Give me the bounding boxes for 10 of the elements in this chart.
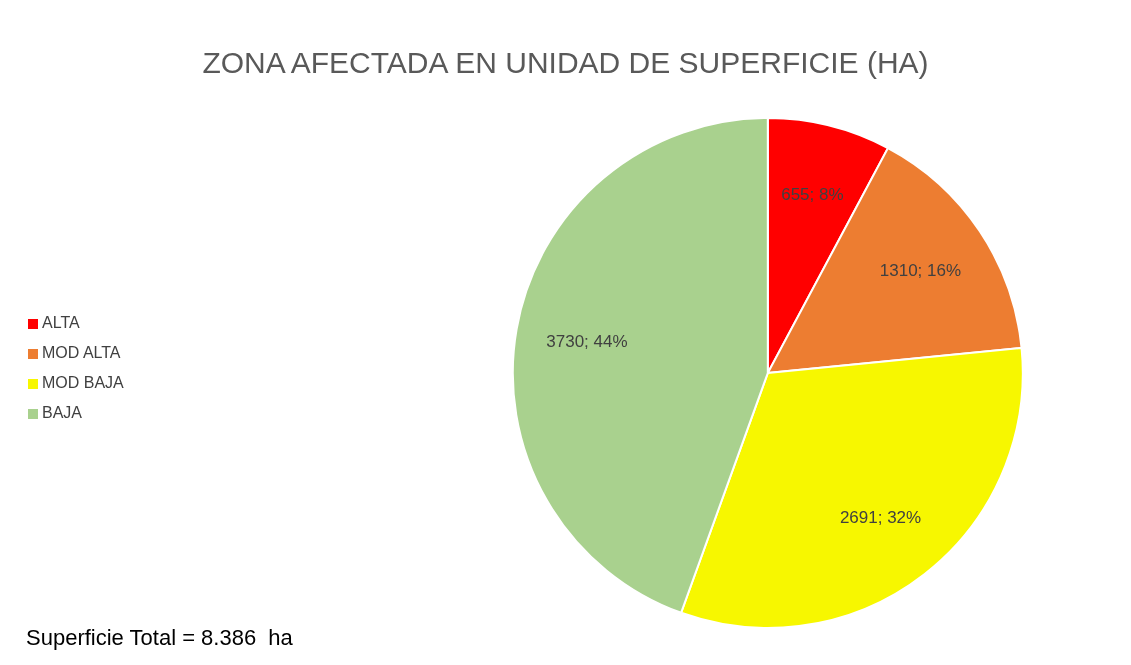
legend-label: MOD BAJA (42, 374, 124, 391)
data-label: 655; 8% (781, 185, 844, 205)
legend-label: ALTA (42, 314, 80, 331)
legend-label: BAJA (42, 404, 83, 421)
legend-label: MOD ALTA (42, 344, 121, 361)
data-label: 2691; 32% (839, 508, 922, 528)
data-label: 3730; 44% (546, 331, 628, 351)
chart-title: ZONA AFECTADA EN UNIDAD DE SUPERFICIE (HA) (201, 45, 930, 81)
data-label: 1310; 16% (879, 261, 962, 281)
text: Superficie Total = 8.386 ha (26, 625, 293, 651)
